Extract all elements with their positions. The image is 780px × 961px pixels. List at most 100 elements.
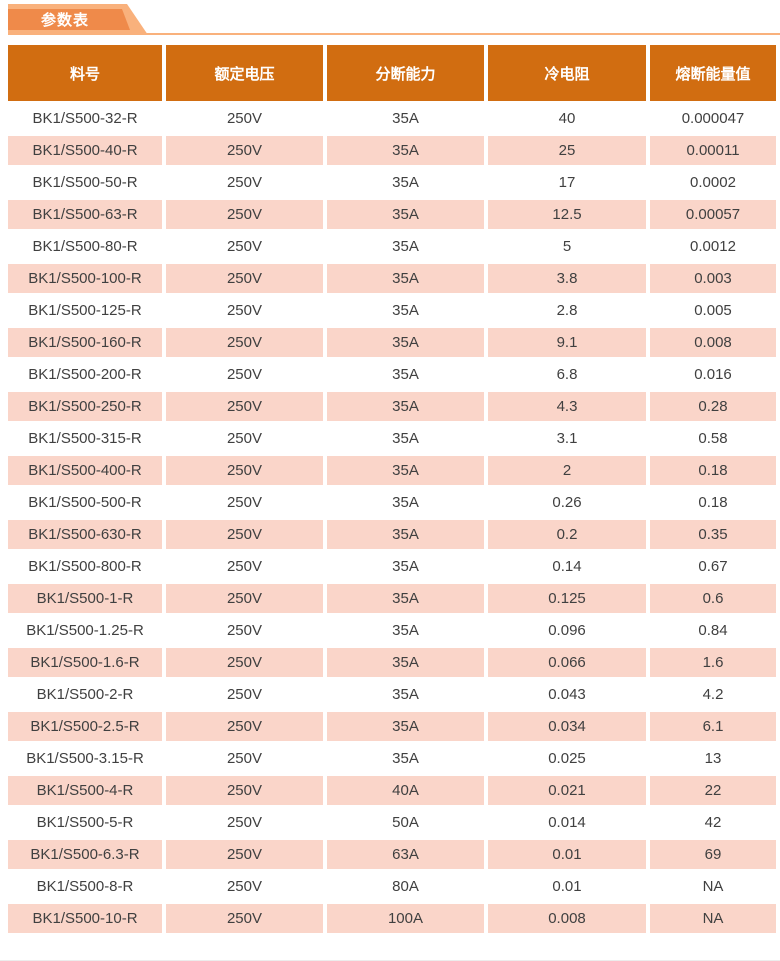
table-cell: 250V xyxy=(166,552,323,581)
table-cell: 250V xyxy=(166,392,323,421)
table-cell: 35A xyxy=(327,392,484,421)
table-row: BK1/S500-630-R 250V 35A 0.2 0.35 xyxy=(8,520,776,549)
table-cell: 1.6 xyxy=(650,648,776,677)
table-cell: BK1/S500-800-R xyxy=(8,552,162,581)
table-cell: 0.125 xyxy=(488,584,646,613)
table-cell: BK1/S500-200-R xyxy=(8,360,162,389)
table-cell: 0.0002 xyxy=(650,168,776,197)
table-cell: 250V xyxy=(166,328,323,357)
table-cell: 250V xyxy=(166,104,323,133)
table-cell: BK1/S500-2-R xyxy=(8,680,162,709)
table-cell: 35A xyxy=(327,616,484,645)
table-cell: 35A xyxy=(327,296,484,325)
table-cell: 0.043 xyxy=(488,680,646,709)
table-cell: BK1/S500-250-R xyxy=(8,392,162,421)
table-row: BK1/S500-50-R 250V 35A 17 0.0002 xyxy=(8,168,776,197)
table-row: BK1/S500-6.3-R 250V 63A 0.01 69 xyxy=(8,840,776,869)
table-body: BK1/S500-32-R 250V 35A 40 0.000047 BK1/S500-4… xyxy=(8,104,776,933)
table-cell: 4.3 xyxy=(488,392,646,421)
table-cell: 5 xyxy=(488,232,646,261)
table-cell: 2 xyxy=(488,456,646,485)
table-cell: 250V xyxy=(166,232,323,261)
table-cell: 0.008 xyxy=(488,904,646,933)
table-header-row: 料号 额定电压 分断能力 冷电阻 熔断能量值 xyxy=(8,45,776,101)
table-cell: 0.005 xyxy=(650,296,776,325)
table-cell: 0.00057 xyxy=(650,200,776,229)
table-cell: 2.8 xyxy=(488,296,646,325)
table-cell: BK1/S500-80-R xyxy=(8,232,162,261)
table-cell: 250V xyxy=(166,264,323,293)
table-cell: 0.025 xyxy=(488,744,646,773)
table-row: BK1/S500-500-R 250V 35A 0.26 0.18 xyxy=(8,488,776,517)
table-cell: 250V xyxy=(166,680,323,709)
table-cell: 42 xyxy=(650,808,776,837)
table-cell: 35A xyxy=(327,264,484,293)
table-row: BK1/S500-2-R 250V 35A 0.043 4.2 xyxy=(8,680,776,709)
table-cell: 80A xyxy=(327,872,484,901)
table-cell: 0.84 xyxy=(650,616,776,645)
table-cell: 0.021 xyxy=(488,776,646,805)
table-row: BK1/S500-8-R 250V 80A 0.01 NA xyxy=(8,872,776,901)
table-row: BK1/S500-100-R 250V 35A 3.8 0.003 xyxy=(8,264,776,293)
column-header: 额定电压 xyxy=(166,45,323,101)
table-cell: 250V xyxy=(166,712,323,741)
table-cell: BK1/S500-6.3-R xyxy=(8,840,162,869)
table-cell: 35A xyxy=(327,232,484,261)
table-cell: 35A xyxy=(327,168,484,197)
table-cell: 3.8 xyxy=(488,264,646,293)
table-cell: 250V xyxy=(166,424,323,453)
table-cell: 12.5 xyxy=(488,200,646,229)
table-cell: 35A xyxy=(327,648,484,677)
table-cell: 35A xyxy=(327,104,484,133)
table-cell: 17 xyxy=(488,168,646,197)
table-cell: 250V xyxy=(166,776,323,805)
table-cell: BK1/S500-315-R xyxy=(8,424,162,453)
table-row: BK1/S500-315-R 250V 35A 3.1 0.58 xyxy=(8,424,776,453)
table-cell: 250V xyxy=(166,584,323,613)
table-cell: BK1/S500-8-R xyxy=(8,872,162,901)
table-cell: BK1/S500-1.6-R xyxy=(8,648,162,677)
table-row: BK1/S500-80-R 250V 35A 5 0.0012 xyxy=(8,232,776,261)
section-tab: 参数表 xyxy=(8,4,148,35)
table-cell: 250V xyxy=(166,840,323,869)
table-row: BK1/S500-1-R 250V 35A 0.125 0.6 xyxy=(8,584,776,613)
table-cell: 35A xyxy=(327,744,484,773)
table-cell: 0.2 xyxy=(488,520,646,549)
table-cell: 3.1 xyxy=(488,424,646,453)
table-cell: 35A xyxy=(327,360,484,389)
table-cell: 250V xyxy=(166,200,323,229)
table-cell: BK1/S500-1-R xyxy=(8,584,162,613)
table-cell: 250V xyxy=(166,808,323,837)
table-cell: NA xyxy=(650,904,776,933)
table-cell: 100A xyxy=(327,904,484,933)
table-cell: BK1/S500-400-R xyxy=(8,456,162,485)
table-cell: 0.008 xyxy=(650,328,776,357)
table-row: BK1/S500-400-R 250V 35A 2 0.18 xyxy=(8,456,776,485)
table-cell: 0.066 xyxy=(488,648,646,677)
table-cell: 0.000047 xyxy=(650,104,776,133)
table-cell: 22 xyxy=(650,776,776,805)
table-row: BK1/S500-40-R 250V 35A 25 0.00011 xyxy=(8,136,776,165)
table-cell: 35A xyxy=(327,456,484,485)
table-cell: 35A xyxy=(327,424,484,453)
table-cell: 63A xyxy=(327,840,484,869)
table-cell: 0.01 xyxy=(488,840,646,869)
table-cell: BK1/S500-2.5-R xyxy=(8,712,162,741)
table-cell: 250V xyxy=(166,296,323,325)
table-cell: BK1/S500-500-R xyxy=(8,488,162,517)
table-cell: BK1/S500-32-R xyxy=(8,104,162,133)
column-header: 分断能力 xyxy=(327,45,484,101)
table-cell: 35A xyxy=(327,712,484,741)
table-cell: BK1/S500-1.25-R xyxy=(8,616,162,645)
table-cell: 0.14 xyxy=(488,552,646,581)
table-cell: 0.003 xyxy=(650,264,776,293)
table-cell: NA xyxy=(650,872,776,901)
table-cell: 13 xyxy=(650,744,776,773)
parameter-table: 料号 额定电压 分断能力 冷电阻 熔断能量值 BK1/S500-32-R 250V 35A 4… xyxy=(4,42,780,936)
table-cell: 0.26 xyxy=(488,488,646,517)
table-cell: 250V xyxy=(166,520,323,549)
column-header: 熔断能量值 xyxy=(650,45,776,101)
section-tab-band: 参数表 xyxy=(8,9,130,30)
table-row: BK1/S500-1.25-R 250V 35A 0.096 0.84 xyxy=(8,616,776,645)
table-cell: 250V xyxy=(166,904,323,933)
